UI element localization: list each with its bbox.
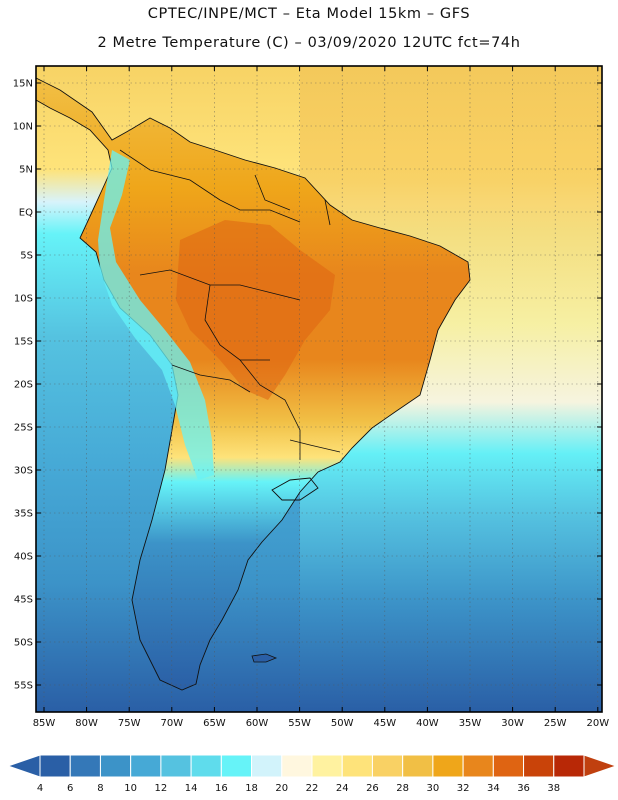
colorbar-tick-label: 16 (215, 783, 228, 794)
lon-label-40w: 40W (416, 718, 439, 729)
lat-label-5s: 5S (20, 251, 33, 262)
lat-label-50s: 50S (14, 638, 33, 649)
lat-label-25s: 25S (14, 423, 33, 434)
colorbar-swatch (371, 754, 404, 778)
colorbar-swatch (402, 754, 434, 778)
lon-label-70w: 70W (160, 718, 183, 729)
colorbar-swatch (160, 754, 192, 778)
colorbar: 4 6 8 10 12 14 16 18 20 22 24 26 28 30 32 34 36 38 (6, 754, 618, 794)
andes-highlands (98, 150, 214, 480)
lat-label-45s: 45S (14, 595, 33, 606)
lat-label-40s: 40S (14, 552, 33, 563)
graticule (36, 66, 602, 712)
colorbar-swatch (99, 754, 132, 778)
colorbar-swatch (39, 754, 71, 778)
lon-label-65w: 65W (203, 718, 226, 729)
lon-label-20w: 20W (586, 718, 609, 729)
colorbar-tick-label: 24 (336, 783, 349, 794)
colorbar-over-arrow (583, 754, 618, 778)
colorbar-tick-label: 34 (487, 783, 500, 794)
colorbar-swatch (462, 754, 494, 778)
lat-label-35s: 35S (14, 509, 33, 520)
colorbar-tick-label: 6 (67, 783, 73, 794)
colorbar-swatch (492, 754, 525, 778)
latitude-labels: 15N 10N 5N EQ 5S 10S 15S 20S 25S 30S 35S 40S 45S 50S 5… (13, 79, 33, 692)
lon-label-30w: 30W (501, 718, 524, 729)
colorbar-swatch (220, 754, 253, 778)
falklands (251, 653, 278, 663)
lon-label-55w: 55W (288, 718, 311, 729)
lat-label-eq: EQ (19, 208, 33, 219)
colorbar-swatch (311, 754, 343, 778)
colorbar-tick-label: 20 (275, 783, 288, 794)
rio-de-la-plata (271, 477, 319, 501)
colorbar-swatch (130, 754, 162, 778)
lat-label-30s: 30S (14, 466, 33, 477)
lon-label-85w: 85W (33, 718, 56, 729)
colorbar-tick-label: 28 (396, 783, 409, 794)
colorbar-tick-label: 12 (155, 783, 168, 794)
colorbar-tick-label: 22 (306, 783, 319, 794)
lat-label-20s: 20S (14, 380, 33, 391)
map-area (35, 66, 602, 712)
hot-interior-region (176, 220, 335, 400)
lat-label-15s: 15S (14, 337, 33, 348)
title-line-2: 2 Metre Temperature (C) – 03/09/2020 12U… (97, 35, 521, 51)
colorbar-swatch (432, 754, 464, 778)
colorbar-swatch (523, 754, 555, 778)
colorbar-swatch (281, 754, 313, 778)
lon-label-45w: 45W (373, 718, 396, 729)
lon-label-35w: 35W (459, 718, 482, 729)
lon-label-50w: 50W (331, 718, 354, 729)
lon-label-60w: 60W (246, 718, 269, 729)
lat-label-55s: 55S (14, 681, 33, 692)
colorbar-tick-label: 18 (245, 783, 258, 794)
map-frame (35, 65, 603, 713)
lon-label-25w: 25W (544, 718, 567, 729)
colorbar-tick-label: 30 (427, 783, 440, 794)
colorbar-swatch (69, 754, 101, 778)
lat-label-15n: 15N (13, 79, 33, 90)
colorbar-swatch (251, 754, 283, 778)
colorbar-tick-label: 32 (457, 783, 470, 794)
colorbar-tick-label: 36 (517, 783, 530, 794)
colorbar-swatch (341, 754, 373, 778)
colorbar-tick-label: 10 (124, 783, 137, 794)
lon-label-75w: 75W (118, 718, 141, 729)
title-line-1: CPTEC/INPE/MCT – Eta Model 15km – GFS (147, 6, 471, 22)
lat-label-5n: 5N (19, 165, 33, 176)
country-borders (119, 149, 341, 460)
longitude-labels: 85W 80W 75W 70W 65W 60W 55W 50W 45W 40W 35W 30W 25W 2… (33, 718, 610, 729)
colorbar-tick-label: 4 (37, 783, 43, 794)
lat-label-10n: 10N (13, 122, 33, 133)
lat-label-10s: 10S (14, 294, 33, 305)
colorbar-swatch (190, 754, 222, 778)
colorbar-tick-label: 14 (185, 783, 198, 794)
colorbar-swatch (553, 754, 585, 778)
colorbar-tick-label: 38 (547, 783, 560, 794)
colorbar-under-arrow (6, 754, 41, 778)
colorbar-tick-label: 26 (366, 783, 379, 794)
colorbar-tick-label: 8 (97, 783, 103, 794)
lon-label-80w: 80W (75, 718, 98, 729)
